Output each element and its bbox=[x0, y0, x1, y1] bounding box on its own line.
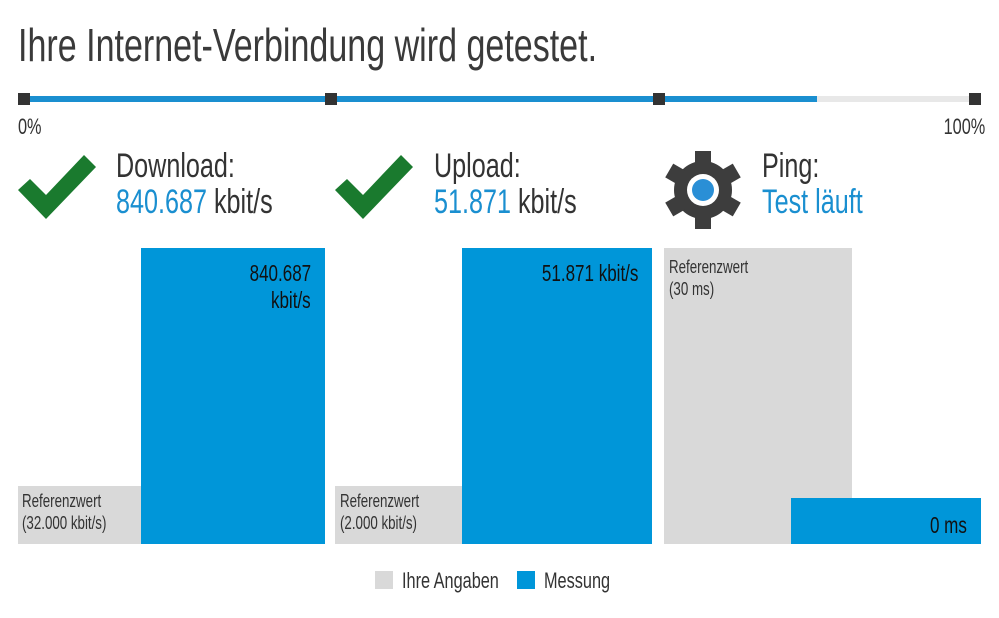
legend-swatch-gray bbox=[375, 571, 393, 589]
progress-start-label: 0% bbox=[18, 114, 42, 139]
ping-heading: Ping: Test läuft bbox=[762, 147, 863, 221]
progress-fill bbox=[24, 96, 818, 102]
legend-label: Ihre Angaben bbox=[402, 568, 499, 593]
checkmark-icon bbox=[18, 155, 96, 219]
gear-icon bbox=[665, 151, 741, 229]
progress-marker bbox=[969, 93, 981, 105]
upload-reference-bar: Referenzwert (2.000 kbit/s) bbox=[335, 486, 462, 544]
progress-end-label: 100% bbox=[943, 114, 985, 139]
download-heading: Download: 840.687 kbit/s bbox=[116, 147, 273, 221]
page-title: Ihre Internet-Verbindung wird getestet. bbox=[18, 19, 598, 71]
download-measurement-bar: 840.687 kbit/s bbox=[141, 248, 325, 544]
upload-measurement-bar: 51.871 kbit/s bbox=[462, 248, 652, 544]
progress-marker bbox=[18, 93, 30, 105]
progress-marker bbox=[653, 93, 665, 105]
upload-heading: Upload: 51.871 kbit/s bbox=[434, 147, 577, 221]
ping-reference-bar: Referenzwert (30 ms) bbox=[664, 248, 852, 544]
legend-swatch-blue bbox=[517, 571, 535, 589]
progress-marker bbox=[325, 93, 337, 105]
download-reference-bar: Referenzwert (32.000 kbit/s) bbox=[18, 486, 141, 544]
checkmark-icon bbox=[335, 155, 413, 219]
ping-measurement-bar: 0 ms bbox=[791, 498, 981, 544]
legend-label: Messung bbox=[544, 568, 611, 593]
